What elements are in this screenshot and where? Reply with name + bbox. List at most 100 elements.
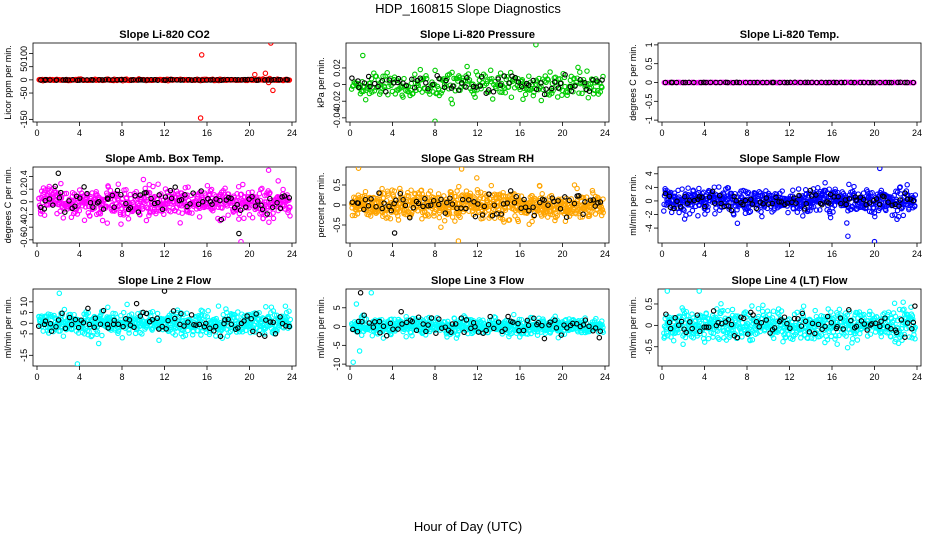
data-point-selected <box>178 197 185 203</box>
data-point-all <box>723 337 730 343</box>
data-point-all <box>118 221 124 227</box>
data-point-selected <box>84 190 90 197</box>
data-point-all <box>409 332 415 339</box>
data-point-all <box>740 187 746 194</box>
data-point-all <box>504 73 510 80</box>
data-point-selected <box>512 75 519 81</box>
data-point-all <box>408 329 414 336</box>
data-point-selected <box>548 85 555 92</box>
data-point-all <box>161 211 167 218</box>
data-point-all <box>547 69 553 75</box>
data-point-selected <box>267 195 273 202</box>
data-point-selected <box>381 200 387 206</box>
x-tick-label: 8 <box>432 249 437 259</box>
data-point-selected <box>92 315 99 321</box>
panel-title: Slope Line 4 (LT) Flow <box>732 275 848 287</box>
data-point-selected <box>526 208 532 214</box>
data-point-selected <box>105 196 111 202</box>
data-point-all <box>588 84 595 90</box>
data-point-all <box>827 214 834 221</box>
data-point-all <box>685 185 691 191</box>
data-point-all <box>287 316 294 323</box>
data-point-selected <box>365 73 372 80</box>
y-tick-label: 0 <box>19 77 29 82</box>
data-point-all <box>199 308 206 314</box>
data-point-all <box>883 207 889 214</box>
y-tick-label: 2 <box>644 185 654 190</box>
data-point-selected <box>450 83 456 89</box>
data-point-all <box>140 176 147 183</box>
data-point-selected <box>865 79 872 86</box>
data-point-selected <box>376 318 383 325</box>
data-point-all <box>81 217 88 224</box>
data-point-selected <box>185 319 191 325</box>
data-point-selected <box>841 79 848 86</box>
data-point-selected <box>566 197 573 204</box>
data-point-selected <box>580 322 587 328</box>
data-point-all <box>575 64 581 71</box>
x-tick-label: 12 <box>472 128 482 138</box>
data-point-selected <box>241 318 247 324</box>
x-tick-label: 16 <box>515 128 525 138</box>
data-point-all <box>844 220 850 226</box>
data-point-selected <box>511 199 518 206</box>
data-point-all <box>126 330 132 336</box>
data-point-selected <box>242 76 248 83</box>
data-point-selected <box>163 326 169 332</box>
data-point-selected <box>100 307 107 314</box>
data-point-all <box>412 71 418 78</box>
data-point-selected <box>361 312 367 318</box>
data-point-selected <box>359 318 365 325</box>
y-tick-label: -0.2 <box>19 207 29 223</box>
x-tick-label: 24 <box>287 372 297 382</box>
data-point-all <box>488 182 495 189</box>
data-point-all <box>94 331 100 338</box>
data-point-selected <box>35 323 42 329</box>
data-point-selected <box>716 192 723 199</box>
outlier-point-all <box>198 52 205 58</box>
data-point-selected <box>167 76 174 83</box>
data-point-selected <box>682 193 688 200</box>
outlier-point-all <box>262 70 269 77</box>
data-point-all <box>474 175 480 181</box>
data-point-selected <box>94 200 101 206</box>
data-point-selected <box>463 317 470 323</box>
data-point-selected <box>174 77 180 83</box>
data-point-selected <box>53 324 59 330</box>
y-axis-label: ml/min per min. <box>3 297 13 359</box>
data-point-selected <box>120 323 126 330</box>
data-point-selected <box>555 85 562 91</box>
data-point-selected <box>696 194 703 200</box>
data-point-all <box>349 212 356 219</box>
data-point-all <box>61 306 68 313</box>
data-point-all <box>420 194 427 201</box>
data-point-all <box>95 340 102 347</box>
data-point-selected <box>267 319 274 325</box>
data-point-selected <box>495 319 502 325</box>
data-point-selected <box>283 323 289 329</box>
data-point-selected <box>869 79 875 86</box>
y-tick-label: -2 <box>644 210 654 218</box>
data-point-all <box>103 203 110 209</box>
data-point-all <box>68 214 75 221</box>
data-point-all <box>497 89 503 95</box>
data-point-all <box>800 213 806 219</box>
data-point-all <box>184 310 190 316</box>
data-point-all <box>552 217 558 224</box>
data-point-selected <box>123 200 129 207</box>
data-point-selected <box>105 325 111 331</box>
data-point-all <box>502 207 509 213</box>
x-tick-label: 4 <box>77 128 82 138</box>
data-point-all <box>385 190 391 196</box>
data-point-all <box>731 212 737 218</box>
data-point-selected <box>826 200 832 206</box>
data-point-selected <box>354 328 361 335</box>
data-point-selected <box>698 79 704 86</box>
data-point-all <box>871 210 878 216</box>
data-point-all <box>219 205 225 211</box>
data-point-all <box>470 81 476 87</box>
data-point-selected <box>764 79 770 86</box>
data-point-selected <box>731 193 737 200</box>
scatter-points <box>661 289 918 351</box>
data-point-selected <box>723 79 729 86</box>
